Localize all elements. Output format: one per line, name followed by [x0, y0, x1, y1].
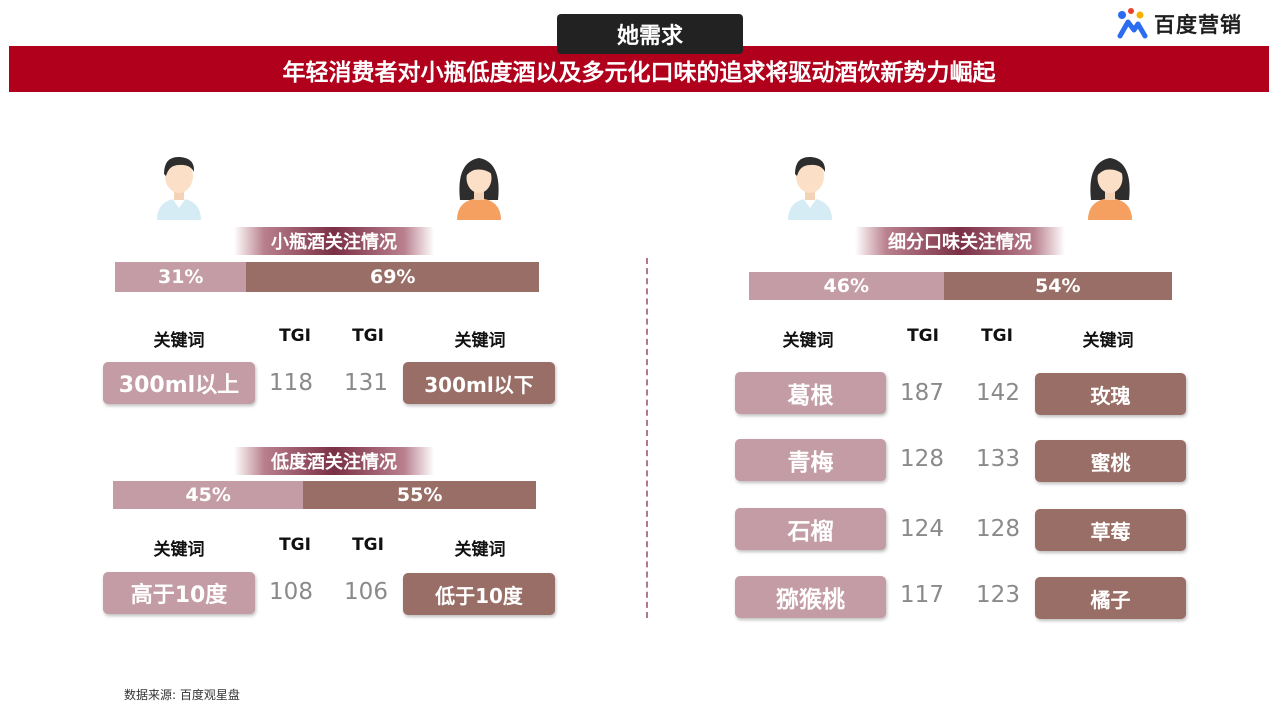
female-tgi-value: 123 [976, 582, 1020, 608]
low-alcohol-split-bar: 45% 55% [113, 481, 536, 509]
male-keyword-chip: 300ml以上 [103, 362, 255, 404]
female-keyword-chip: 橘子 [1035, 577, 1186, 619]
male-keyword-text: 高于10度 [130, 583, 228, 608]
female-tgi-value: 142 [976, 380, 1020, 406]
male-share-label: 45% [185, 484, 231, 506]
headline-text: 年轻消费者对小瓶低度酒以及多元化口味的追求将驱动酒饮新势力崛起 [282, 60, 996, 86]
male-share-label: 31% [157, 266, 204, 288]
male-tgi-value: 118 [269, 370, 313, 396]
male-tgi-value: 117 [900, 582, 944, 608]
section-tag-label: 她需求 [616, 24, 683, 49]
male-keyword-text: 青梅 [787, 450, 834, 476]
male-keyword-text: 石榴 [787, 519, 834, 545]
female-keyword-chip: 300ml以下 [403, 362, 555, 404]
baidu-paw-logo-icon [1117, 8, 1148, 39]
female-keyword-text: 300ml以下 [424, 372, 534, 397]
male-keyword-chip: 高于10度 [103, 572, 255, 614]
low-alcohol-title-text: 低度酒关注情况 [271, 452, 397, 473]
male-keyword-text: 猕猴桃 [776, 587, 845, 613]
female-share-label: 54% [1035, 275, 1081, 297]
female-keyword-chip: 玫瑰 [1035, 373, 1186, 415]
small-bottle-title-text: 小瓶酒关注情况 [271, 232, 397, 253]
male-keyword-chip: 猕猴桃 [735, 576, 886, 618]
female-keyword-text: 蜜桃 [1090, 450, 1131, 475]
female-keyword-chip: 蜜桃 [1035, 440, 1186, 482]
flavor-title-text: 细分口味关注情况 [888, 232, 1032, 253]
female-avatar-icon [1088, 158, 1132, 220]
small-bottle-split-bar: 31% 69% [115, 262, 539, 292]
data-source-note: 数据来源: 百度观星盘 [124, 688, 240, 702]
tgi-header: TGI [279, 535, 311, 555]
tgi-header: TGI [981, 326, 1013, 346]
male-tgi-value: 108 [269, 579, 313, 605]
section-divider [646, 258, 648, 618]
keyword-header: 关键词 [454, 540, 506, 560]
tgi-header: TGI [279, 326, 311, 346]
male-avatar-icon [157, 156, 201, 220]
brand-logo: 百度营销 [1114, 6, 1242, 42]
male-tgi-value: 187 [900, 380, 944, 406]
male-share-segment: 31% [115, 262, 247, 292]
keyword-header: 关键词 [782, 331, 834, 351]
female-tgi-value: 131 [344, 370, 388, 396]
section-tag: 她需求 [557, 14, 743, 54]
brand-logo-text: 百度营销 [1154, 13, 1242, 37]
male-keyword-chip: 葛根 [735, 372, 886, 414]
male-keyword-text: 300ml以上 [118, 373, 240, 398]
tgi-header: TGI [352, 326, 384, 346]
female-tgi-value: 133 [976, 446, 1020, 472]
male-avatar-icon [788, 156, 832, 220]
low-alcohol-title: 低度酒关注情况 [234, 447, 434, 475]
female-keyword-chip: 草莓 [1035, 509, 1186, 551]
female-tgi-value: 128 [976, 516, 1020, 542]
tgi-header: TGI [907, 326, 939, 346]
female-share-label: 69% [369, 266, 416, 288]
tgi-header: TGI [352, 535, 384, 555]
flavor-title: 细分口味关注情况 [855, 227, 1065, 255]
male-keyword-chip: 石榴 [735, 508, 886, 550]
female-tgi-value: 106 [344, 579, 388, 605]
female-keyword-text: 草莓 [1090, 519, 1131, 544]
female-keyword-text: 低于10度 [435, 583, 523, 608]
female-share-label: 55% [396, 484, 443, 506]
male-share-segment: 46% [749, 272, 944, 300]
female-share-segment: 55% [303, 481, 536, 509]
female-keyword-chip: 低于10度 [403, 573, 555, 615]
female-keyword-text: 橘子 [1090, 587, 1131, 612]
male-share-segment: 45% [113, 481, 304, 509]
male-tgi-value: 128 [900, 446, 944, 472]
keyword-header: 关键词 [454, 331, 506, 351]
male-keyword-text: 葛根 [787, 383, 834, 409]
keyword-header: 关键词 [1082, 331, 1134, 351]
female-share-segment: 54% [943, 272, 1172, 300]
small-bottle-title: 小瓶酒关注情况 [234, 227, 434, 255]
male-keyword-chip: 青梅 [735, 439, 886, 481]
male-share-label: 46% [823, 275, 870, 297]
female-avatar-icon [457, 158, 501, 220]
female-share-segment: 69% [246, 262, 539, 292]
male-tgi-value: 124 [900, 516, 944, 542]
keyword-header: 关键词 [153, 331, 205, 351]
keyword-header: 关键词 [153, 540, 205, 560]
female-keyword-text: 玫瑰 [1090, 383, 1131, 408]
flavor-split-bar: 46% 54% [749, 272, 1172, 300]
